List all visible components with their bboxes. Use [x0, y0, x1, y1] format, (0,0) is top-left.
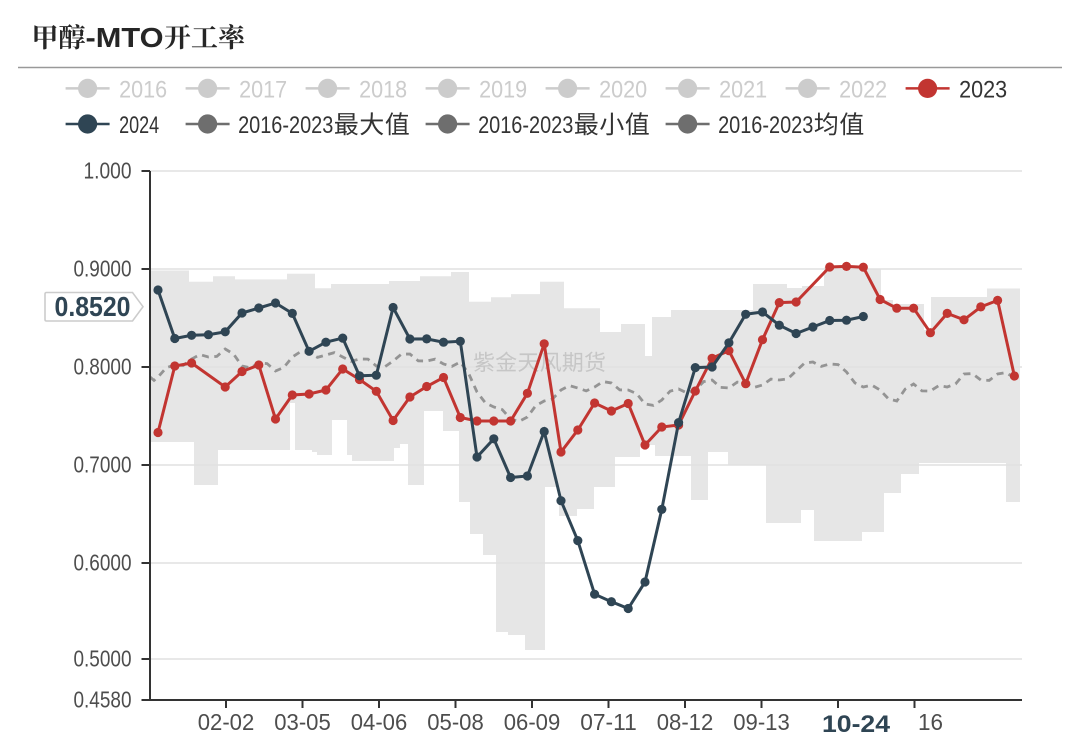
svg-text:0.8520: 0.8520	[55, 291, 131, 322]
svg-text:2016: 2016	[119, 76, 167, 103]
svg-text:08-12: 08-12	[657, 709, 714, 735]
svg-text:2019: 2019	[479, 76, 527, 103]
svg-text:2018: 2018	[359, 76, 407, 103]
svg-text:2017: 2017	[239, 76, 287, 103]
svg-text:2016-2023: 2016-2023	[238, 112, 333, 139]
svg-text:03-05: 03-05	[274, 709, 331, 735]
svg-text:0.7000: 0.7000	[74, 452, 132, 478]
svg-text:2023: 2023	[959, 76, 1007, 103]
svg-text:2016-2023: 2016-2023	[718, 112, 813, 139]
svg-text:02-02: 02-02	[198, 709, 255, 735]
svg-text:09-13: 09-13	[733, 709, 790, 735]
svg-text:0.6000: 0.6000	[74, 550, 132, 576]
svg-text:2016-2023: 2016-2023	[478, 112, 573, 139]
svg-text:0.8000: 0.8000	[74, 354, 132, 380]
svg-text:0.5000: 0.5000	[74, 646, 132, 672]
svg-text:-MTO: -MTO	[86, 22, 164, 53]
svg-text:2021: 2021	[719, 76, 767, 103]
svg-text:1.000: 1.000	[84, 158, 132, 184]
svg-text:2024: 2024	[119, 112, 159, 139]
svg-text:05-08: 05-08	[427, 709, 484, 735]
svg-text:04-06: 04-06	[351, 709, 408, 735]
svg-text:0.9000: 0.9000	[74, 256, 132, 282]
svg-text:2022: 2022	[839, 76, 887, 103]
svg-text:10-24: 10-24	[822, 711, 890, 738]
svg-text:2020: 2020	[599, 76, 647, 103]
svg-text:06-09: 06-09	[504, 709, 561, 735]
svg-text:07-11: 07-11	[580, 709, 637, 735]
svg-text:0.4580: 0.4580	[74, 687, 132, 713]
svg-text:16: 16	[918, 709, 943, 735]
